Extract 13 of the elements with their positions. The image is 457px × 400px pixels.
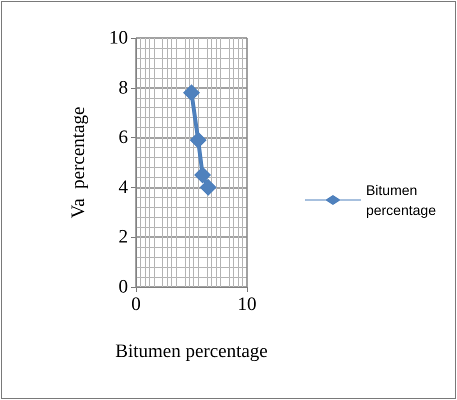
- y-tick-label: 0: [118, 276, 128, 298]
- y-tick-label: 2: [118, 226, 128, 248]
- y-tick-label: 10: [109, 28, 128, 48]
- point: [200, 178, 217, 196]
- y-axis-title: Va percentage: [68, 106, 89, 218]
- y-tick-label: 4: [118, 176, 128, 198]
- point: [190, 132, 207, 149]
- point: [194, 166, 212, 184]
- point: [183, 84, 200, 102]
- y-tick-label: 6: [118, 127, 128, 148]
- y-tick-label: 8: [118, 77, 128, 98]
- legend-label: Bitumen percentage: [366, 182, 436, 218]
- x-axis-title: Bitumen percentage: [115, 341, 268, 362]
